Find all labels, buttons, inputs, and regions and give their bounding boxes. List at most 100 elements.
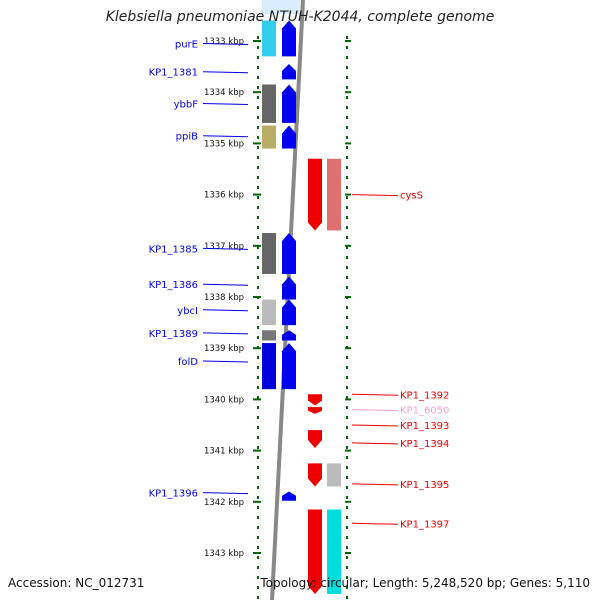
gene-label: folD: [178, 357, 198, 368]
left-axis-dot: [257, 556, 259, 559]
gene-label: purE: [175, 40, 198, 51]
left-axis-dot: [257, 316, 259, 319]
gene-arrow: [308, 394, 322, 406]
left-axis-dot: [257, 256, 259, 259]
left-axis-dot: [257, 226, 259, 229]
left-axis-dot: [257, 246, 259, 249]
right-axis-tick: [345, 500, 351, 503]
gene-leader-line: [351, 393, 399, 396]
left-axis-dot: [257, 576, 259, 579]
gene-arrow: [308, 158, 322, 231]
kbp-tick: [253, 552, 261, 554]
gene-leader-line: [202, 283, 249, 286]
right-axis-dot: [346, 426, 348, 429]
kbp-tick: [253, 244, 261, 247]
right-axis-dot: [346, 76, 348, 79]
left-axis-dot: [257, 566, 259, 569]
left-axis-dot: [257, 186, 259, 189]
left-axis-dot: [257, 66, 259, 69]
gene-label: KP1_6050: [400, 406, 449, 417]
right-axis-dot: [346, 516, 348, 519]
right-axis-dot: [346, 246, 348, 249]
left-axis-dot: [257, 96, 259, 99]
left-axis-dot: [257, 286, 259, 289]
right-axis-dot: [346, 96, 348, 99]
gene-label: KP1_1386: [149, 280, 198, 291]
kbp-tick: [253, 398, 261, 401]
gene-arrow: [308, 463, 322, 487]
gene-leader-line: [202, 247, 249, 250]
left-axis-dot: [257, 216, 259, 219]
right-axis-dot: [346, 46, 348, 49]
gene-leader-line: [202, 332, 249, 335]
gene-leader-line: [202, 492, 249, 495]
right-axis-dot: [346, 316, 348, 319]
accession-label: Accession: NC_012731: [8, 576, 145, 590]
right-axis-tick: [345, 142, 351, 145]
gene-leader-line: [351, 424, 399, 427]
left-axis-dot: [257, 406, 259, 409]
left-axis-dot: [257, 426, 259, 429]
right-axis-dot: [346, 416, 348, 419]
right-axis-dot: [346, 336, 348, 339]
left-axis-dot: [257, 126, 259, 129]
genome-title: Klebsiella pneumoniae NTUH-K2044, comple…: [105, 9, 495, 25]
left-axis-dot: [257, 516, 259, 519]
right-axis-dot: [346, 166, 348, 169]
right-axis-dot: [346, 536, 348, 539]
right-axis-dot: [346, 596, 348, 599]
right-axis-dot: [346, 236, 348, 239]
gene-arrow: [308, 407, 322, 414]
gene-hit-box: [327, 158, 341, 231]
left-axis-dot: [257, 306, 259, 309]
kbp-tick-label: 1337 kbp: [204, 242, 244, 252]
right-axis-dot: [346, 456, 348, 459]
gene-arrow: [282, 491, 296, 501]
left-axis-dot: [257, 166, 259, 169]
gene-label: KP1_1394: [400, 439, 449, 450]
right-axis-dot: [346, 306, 348, 309]
left-axis-dot: [257, 36, 259, 39]
kbp-tick-label: 1340 kbp: [204, 395, 244, 405]
left-axis-dot: [257, 416, 259, 419]
right-axis-dot: [346, 156, 348, 159]
right-axis-dot: [346, 486, 348, 489]
kbp-tick: [253, 296, 261, 298]
left-axis-dot: [257, 136, 259, 139]
right-axis-dot: [346, 276, 348, 279]
right-axis-tick: [345, 398, 351, 401]
left-axis-dot: [257, 366, 259, 369]
kbp-tick: [253, 449, 261, 452]
right-axis-tick: [345, 193, 351, 196]
left-axis-dot: [257, 536, 259, 539]
right-axis-dot: [346, 356, 348, 359]
right-axis-dot: [346, 436, 348, 439]
kbp-tick-label: 1338 kbp: [204, 293, 244, 303]
kbp-tick: [253, 142, 261, 145]
gene-hit-box: [262, 125, 276, 149]
gene-hit-box: [262, 299, 276, 326]
left-axis-dot: [257, 496, 259, 499]
gene-leader-line: [202, 71, 249, 74]
gene-leader-line: [351, 483, 399, 486]
gene-leader-line: [202, 309, 249, 312]
right-axis-dot: [346, 116, 348, 119]
right-axis-dot: [346, 466, 348, 469]
gene-leader-line: [202, 102, 249, 105]
left-axis-dot: [257, 546, 259, 549]
kbp-tick-label: 1335 kbp: [204, 139, 244, 149]
right-axis-dot: [346, 226, 348, 229]
kbp-tick-label: 1343 kbp: [204, 549, 244, 559]
gene-label: KP1_1393: [400, 421, 449, 432]
gene-arrow: [282, 64, 296, 80]
gene-label: ybcI: [177, 306, 198, 317]
right-axis-dot: [346, 506, 348, 509]
kbp-tick-label: 1336 kbp: [204, 191, 244, 201]
right-axis-tick: [345, 244, 351, 247]
right-axis-dot: [346, 396, 348, 399]
right-axis-dot: [346, 376, 348, 379]
gene-label: KP1_1389: [149, 329, 198, 340]
right-axis-dot: [346, 526, 348, 529]
left-axis-dot: [257, 276, 259, 279]
gene-hit-box: [327, 509, 341, 594]
